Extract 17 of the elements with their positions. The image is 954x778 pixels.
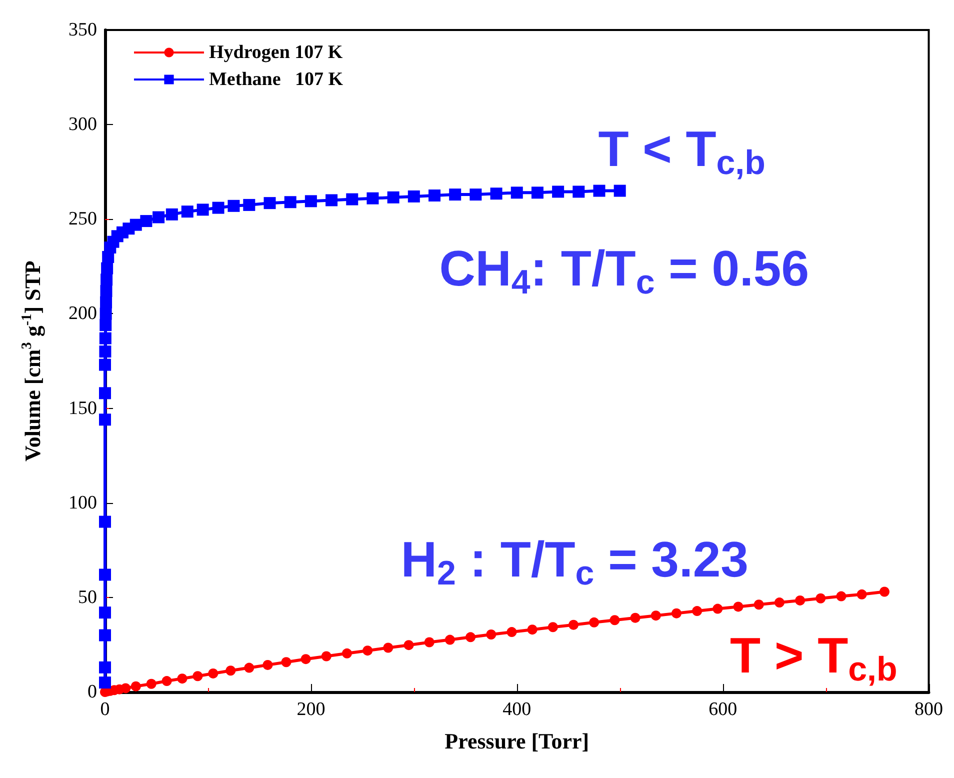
y-tick-label: 100	[68, 492, 97, 514]
y-tick-label: 350	[68, 20, 97, 40]
x-tick-label: 400	[502, 699, 532, 720]
legend-label: Methane 107 K	[209, 69, 344, 90]
y-tick-label: 150	[68, 398, 97, 419]
x-tick-label: 800	[914, 699, 943, 720]
x-axis-title: Pressure [Torr]	[444, 728, 590, 754]
x-tick-label: 200	[296, 699, 326, 720]
y-axis-title: Volume [cm3 g-1] STP	[19, 260, 45, 462]
legend-label: Hydrogen 107 K	[209, 42, 343, 63]
y-tick-label: 0	[88, 682, 97, 702]
x-tick-label: 600	[708, 699, 738, 720]
y-tick-label: 200	[68, 303, 97, 324]
y-tick-label: 250	[68, 208, 97, 230]
y-tick-label: 50	[78, 586, 97, 608]
y-tick-label: 300	[68, 114, 97, 136]
x-tick-label: 0	[100, 699, 110, 720]
